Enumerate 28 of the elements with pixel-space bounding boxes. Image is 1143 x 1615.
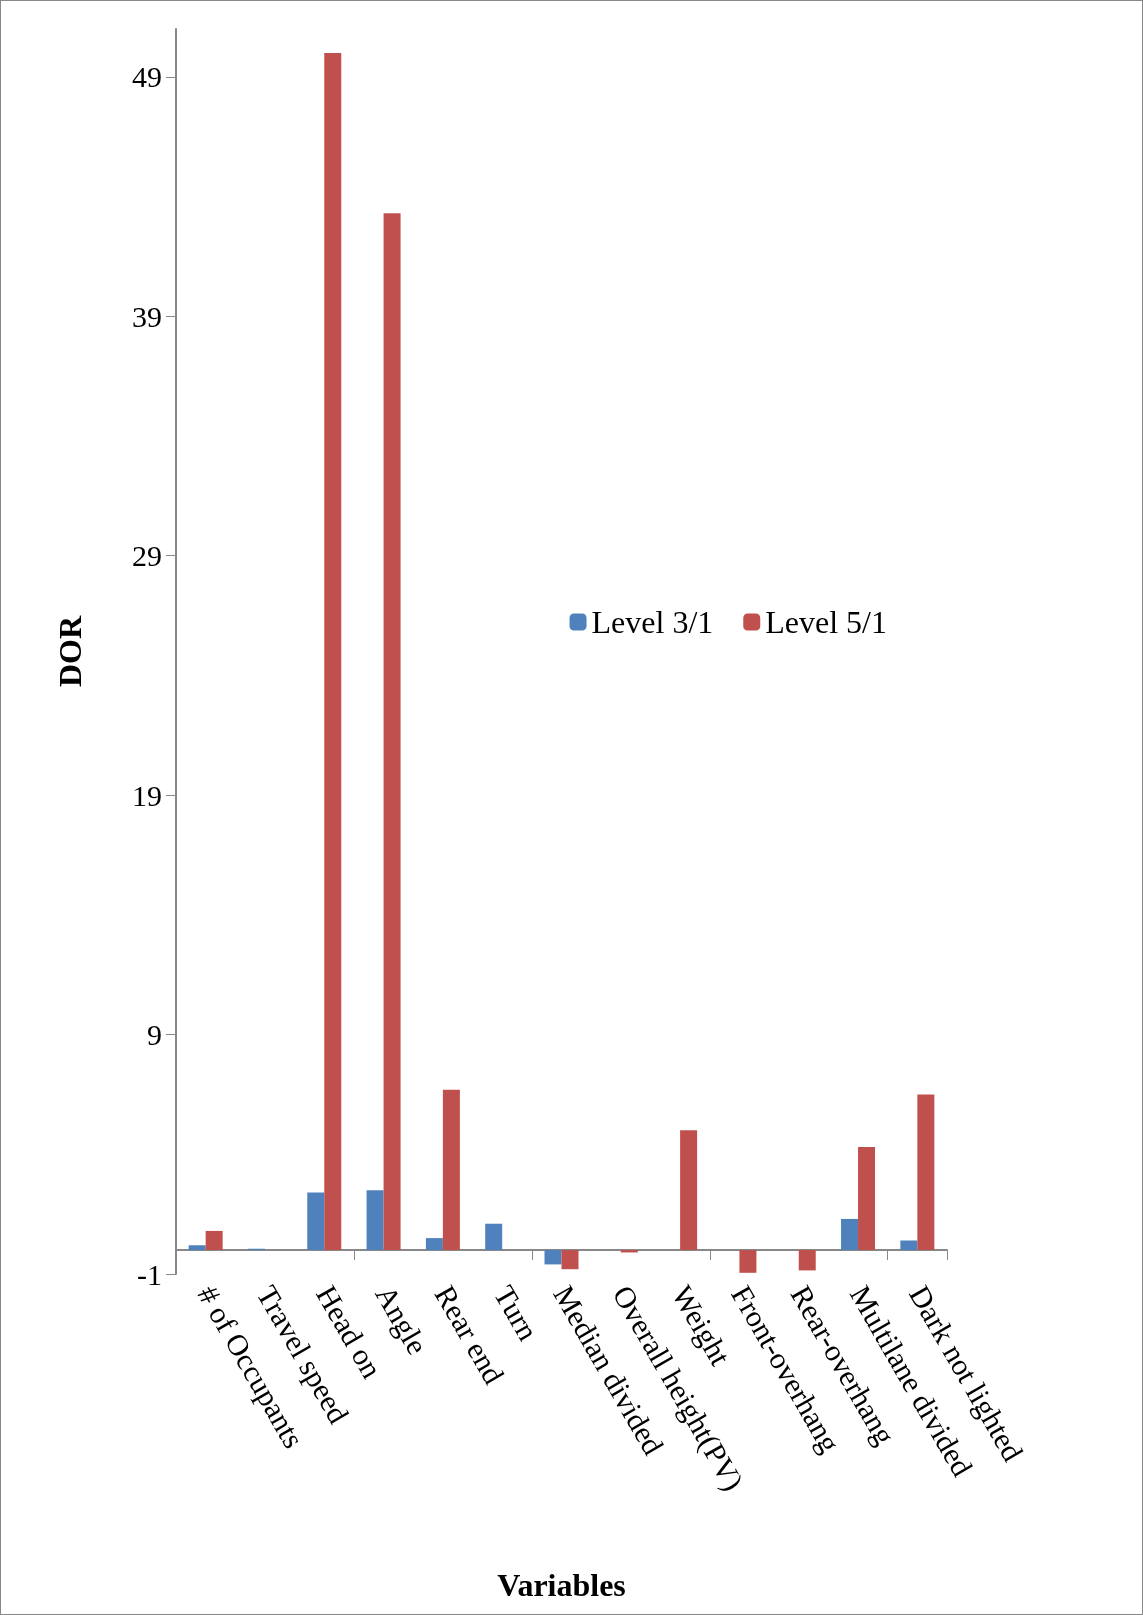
x-axis-title: Variables <box>497 1567 626 1603</box>
bar <box>205 1230 223 1251</box>
bar <box>366 1190 384 1251</box>
y-axis-title: DOR <box>52 615 88 688</box>
bar <box>841 1218 859 1251</box>
bar <box>900 1240 918 1251</box>
y-tick-label: 39 <box>132 299 162 333</box>
bar <box>425 1238 443 1251</box>
bar <box>739 1250 757 1273</box>
bar <box>442 1089 460 1251</box>
y-tick-label: 29 <box>132 539 162 573</box>
legend-label: Level 5/1 <box>765 604 887 640</box>
bar <box>561 1250 579 1270</box>
y-tick-label: -1 <box>137 1257 162 1291</box>
bar <box>544 1250 562 1265</box>
bar <box>858 1147 876 1251</box>
bar <box>798 1250 816 1271</box>
bar <box>324 52 342 1251</box>
bar <box>917 1094 935 1251</box>
bar <box>188 1245 206 1251</box>
bar <box>485 1223 503 1251</box>
bar <box>307 1192 325 1251</box>
bar <box>383 213 401 1251</box>
y-tick-label: 9 <box>147 1018 162 1052</box>
bar <box>680 1130 698 1251</box>
legend-label: Level 3/1 <box>591 604 714 640</box>
y-tick-label: 19 <box>132 778 162 812</box>
y-tick-label: 49 <box>132 60 162 94</box>
